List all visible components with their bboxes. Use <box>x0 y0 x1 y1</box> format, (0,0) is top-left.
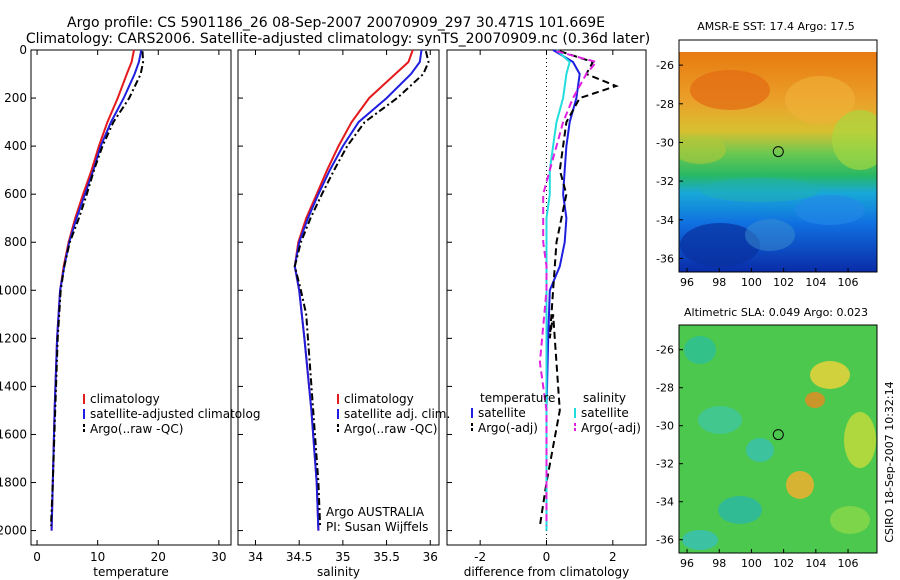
map-x-tick-label: 96 <box>680 557 694 570</box>
sla-argo-marker <box>772 429 784 441</box>
x-tick-label: 0 <box>543 550 551 564</box>
map-x-tick-label: 100 <box>741 276 762 289</box>
map-x-tick-label: 98 <box>712 557 726 570</box>
map-y-tick-label: -32 <box>656 458 674 471</box>
map-x-tick-label: 100 <box>741 557 762 570</box>
legend-label: Argo(..raw -QC) <box>90 422 183 436</box>
series-line-2 <box>50 49 143 531</box>
temperature-profile-panel: 0 10 20 30 0 200 400 600 800 1000 1200 1400 1600 1800… <box>0 43 260 579</box>
annotation-text: PI: Susan Wijffels <box>326 520 428 534</box>
y-tick-label: 2000 <box>0 524 27 538</box>
map-x-tick-label: 104 <box>805 557 826 570</box>
y-tick-label: 1200 <box>0 331 27 345</box>
x-tick-label: 10 <box>90 550 105 564</box>
legend-label: climatology <box>90 392 160 406</box>
y-tick-label: 200 <box>4 91 27 105</box>
x-axis-label: temperature <box>93 565 168 579</box>
x-tick-label: 2 <box>609 550 617 564</box>
map-y-tick-label: -26 <box>656 59 674 72</box>
map-y-tick-label: -36 <box>656 534 674 547</box>
y-tick-label: 1600 <box>0 427 27 441</box>
series-line-4 <box>538 50 599 526</box>
map-x-tick-label: 104 <box>805 276 826 289</box>
map-y-tick-label: -34 <box>656 496 674 509</box>
annotation-text: Argo AUSTRALIA <box>326 505 425 519</box>
sst-map-axes: 96 98 100 102 104 106 -26 -28 -30 -32 -34 -36 <box>656 59 858 289</box>
series-line-1 <box>50 49 135 531</box>
title-line-1: Argo profile: CS 5901186_26 08-Sep-2007 … <box>67 15 605 31</box>
salinity-profile-panel: 34 34.5 35 35.5 36 salinity climatologysatelli… <box>237 49 450 579</box>
y-tick-label: 1400 <box>0 379 27 393</box>
map-x-tick-label: 106 <box>838 276 859 289</box>
x-tick-label: 0 <box>33 550 41 564</box>
series-line-1 <box>293 49 414 531</box>
legend-label: satellite-adjusted climatolog <box>90 407 260 421</box>
series-line-3 <box>293 50 430 526</box>
map-y-tick-label: -34 <box>656 214 674 227</box>
sst-map-title: AMSR-E SST: 17.4 Argo: 17.5 <box>697 20 855 33</box>
map-x-tick-label: 98 <box>712 276 726 289</box>
x-axis-label: salinity <box>317 565 360 579</box>
y-tick-label: 600 <box>4 187 27 201</box>
x-tick-label: 30 <box>211 550 226 564</box>
map-y-tick-label: -26 <box>656 344 674 357</box>
map-y-tick-label: -30 <box>656 420 674 433</box>
legend-label: Argo(..raw -QC) <box>344 422 437 436</box>
x-axis-label: difference from climatology <box>464 565 630 579</box>
map-y-tick-label: -28 <box>656 382 674 395</box>
map-x-tick-label: 102 <box>773 276 794 289</box>
legend-label: Argo(-adj) <box>581 421 641 435</box>
y-tick-label: 1800 <box>0 476 27 490</box>
legend-label: Argo(-adj) <box>478 421 538 435</box>
map-x-tick-label: 106 <box>838 557 859 570</box>
map-y-tick-label: -28 <box>656 98 674 111</box>
sla-map-title: Altimetric SLA: 0.049 Argo: 0.023 <box>684 306 868 319</box>
title-line-2: Climatology: CARS2006. Satellite-adjuste… <box>26 31 650 47</box>
x-tick-label: 36 <box>423 550 438 564</box>
map-x-tick-label: 102 <box>773 557 794 570</box>
x-tick-label: 35.5 <box>373 550 400 564</box>
x-tick-label: 34.5 <box>286 550 313 564</box>
series-line-3 <box>50 51 145 526</box>
legend-label: satellite <box>478 406 526 420</box>
sla-map-field <box>679 325 877 553</box>
sst-map-field <box>679 52 877 272</box>
series-line-3 <box>545 49 571 531</box>
legend-label: satellite <box>581 406 629 420</box>
map-x-tick-label: 96 <box>680 276 694 289</box>
y-tick-label: 1000 <box>0 283 27 297</box>
y-tick-label: 400 <box>4 139 27 153</box>
legend-group-header: salinity <box>583 391 626 405</box>
x-tick-label: -2 <box>474 550 486 564</box>
csiro-timestamp-label: CSIRO 18-Sep-2007 10:32:14 <box>883 381 896 542</box>
map-y-tick-label: -32 <box>656 175 674 188</box>
sst-argo-marker <box>772 146 784 158</box>
y-tick-label: 800 <box>4 235 27 249</box>
plot-frame <box>237 49 440 546</box>
map-y-tick-label: -36 <box>656 252 674 265</box>
legend-group-header: temperature <box>480 391 555 405</box>
x-tick-label: 20 <box>151 550 166 564</box>
legend-label: satellite adj. clim. <box>344 407 450 421</box>
sla-map-axes: 96 98 100 102 104 106 -26 -28 -30 -32 -34 -36 <box>656 344 858 570</box>
legend-label: climatology <box>344 392 414 406</box>
x-tick-label: 34 <box>248 550 263 564</box>
map-y-tick-label: -30 <box>656 136 674 149</box>
series-line-2 <box>293 49 423 531</box>
plot-frame <box>30 49 232 546</box>
y-tick-label: 0 <box>19 43 27 57</box>
x-tick-label: 35 <box>335 550 350 564</box>
